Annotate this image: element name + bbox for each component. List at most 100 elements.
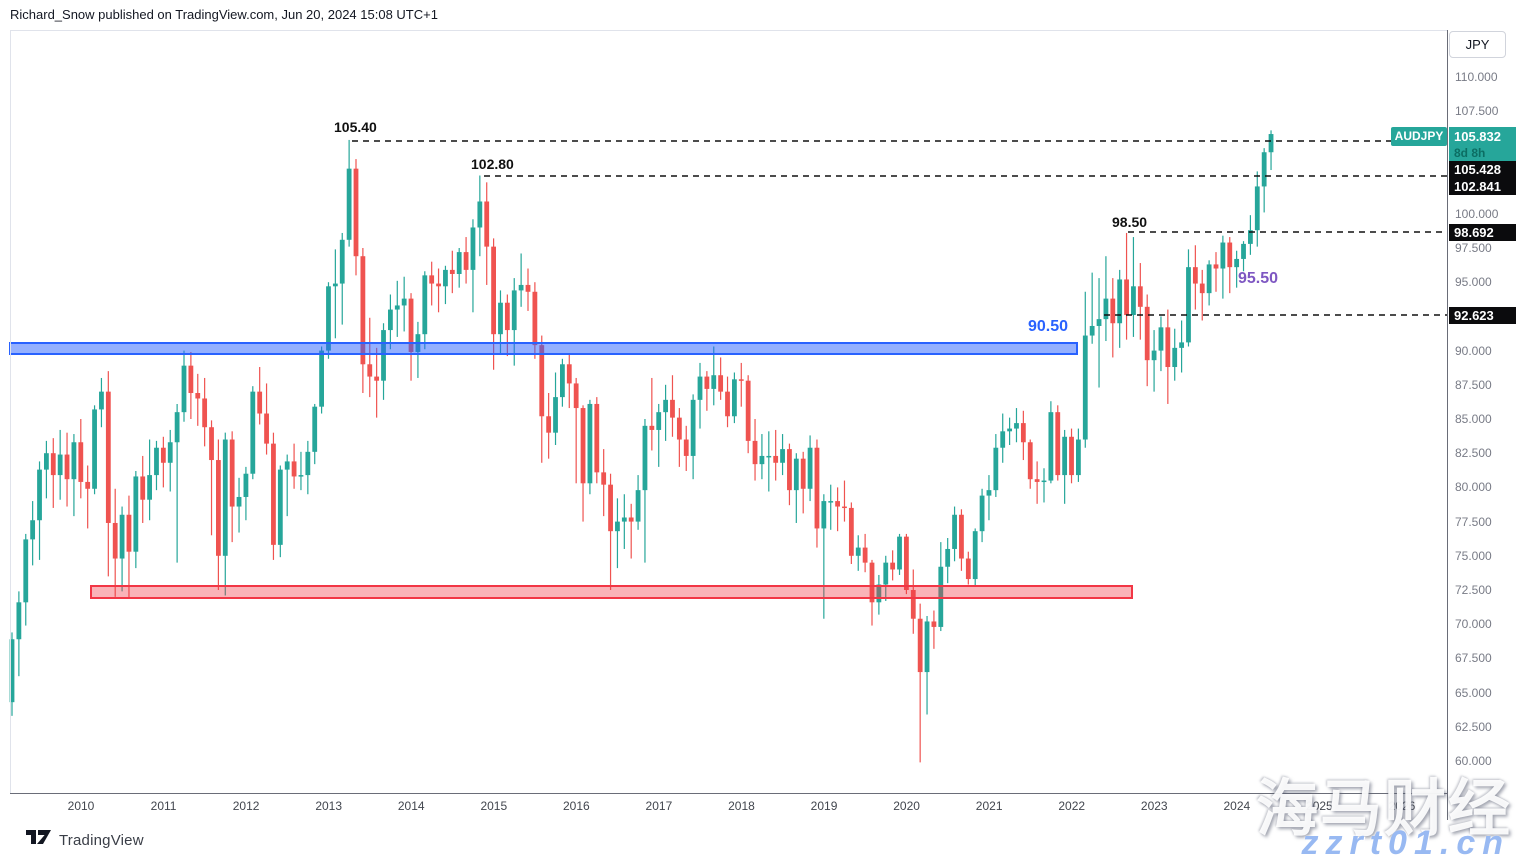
price-tick-label: 85.000 xyxy=(1455,412,1492,426)
candle-body xyxy=(236,496,242,507)
currency-button[interactable]: JPY xyxy=(1449,31,1506,58)
candle-body xyxy=(326,286,331,351)
candle-body xyxy=(1268,134,1274,153)
price-tick-label: 110.000 xyxy=(1455,70,1498,84)
candle-body xyxy=(553,397,558,433)
plot-top-border xyxy=(10,30,1447,31)
candle-body xyxy=(1048,412,1054,481)
candle-body xyxy=(1137,286,1143,307)
candle-body xyxy=(1186,267,1191,343)
candle-body xyxy=(1020,423,1026,443)
candle-body xyxy=(195,393,201,399)
candle-body xyxy=(1041,480,1047,483)
candle-body xyxy=(628,517,634,522)
year-tick-label: 2013 xyxy=(315,799,343,813)
candle-body xyxy=(828,501,834,503)
candle-body xyxy=(738,379,744,381)
candle-body xyxy=(243,473,249,497)
candle-body xyxy=(821,501,827,529)
price-annotation-label[interactable]: 98.50 xyxy=(1112,214,1148,230)
candle-body xyxy=(1103,298,1109,320)
candle-body xyxy=(752,440,758,465)
candle-body xyxy=(1206,264,1212,294)
price-tick-label: 80.000 xyxy=(1455,480,1492,495)
price-tick-label: 107.500 xyxy=(1455,104,1499,119)
candle-body xyxy=(883,562,889,585)
price-tick-label: 87.500 xyxy=(1455,377,1492,392)
candle-body xyxy=(1014,423,1019,429)
price-tick-label: 100.000 xyxy=(1455,206,1499,221)
candle-body xyxy=(360,256,366,365)
candle-body xyxy=(504,302,510,331)
symbol-price-tag: AUDJPY xyxy=(1391,127,1447,146)
candle-body xyxy=(1227,242,1233,268)
candle-body xyxy=(1261,152,1267,187)
candle-body xyxy=(732,379,737,417)
candle-body xyxy=(587,403,593,484)
candle-body xyxy=(546,416,552,433)
candle-body xyxy=(642,425,648,491)
candle-body xyxy=(429,275,435,284)
candle-body xyxy=(264,413,269,444)
watermark-url: zzrt01.cn xyxy=(1301,824,1510,862)
candle-body xyxy=(560,364,565,398)
year-tick-label: 2014 xyxy=(397,799,425,813)
candle-body xyxy=(904,536,909,590)
candle-body xyxy=(649,425,655,430)
price-annotation-label[interactable]: 95.50 xyxy=(1238,270,1279,287)
candle-body xyxy=(814,447,820,529)
candle-body xyxy=(277,469,283,545)
plot-left-border xyxy=(10,30,11,793)
candle-body xyxy=(869,562,875,603)
candle-body xyxy=(621,517,627,522)
candle-body xyxy=(759,455,765,465)
year-tick-label: 2015 xyxy=(480,799,508,813)
candle-body xyxy=(1131,286,1136,316)
candle-body xyxy=(167,442,173,463)
tradingview-logo[interactable]: TradingView xyxy=(26,829,144,851)
price-tick-label: 75.000 xyxy=(1455,548,1492,563)
candle-body xyxy=(332,283,338,287)
bar-countdown-tag: 8d 8h xyxy=(1449,146,1516,161)
year-tick-label: 2018 xyxy=(728,799,755,813)
candle-body xyxy=(367,364,373,377)
candle-body xyxy=(1254,186,1260,231)
candle-body xyxy=(216,460,221,556)
candle-body xyxy=(9,639,15,703)
price-tick-label: 70.000 xyxy=(1455,617,1492,632)
candle-body xyxy=(1096,319,1102,326)
candle-body xyxy=(835,501,840,507)
time-axis-line xyxy=(10,793,1447,794)
candle-body xyxy=(449,269,455,274)
candle-body xyxy=(312,406,318,452)
candle-body xyxy=(78,442,84,482)
candle-body xyxy=(683,439,689,456)
candle-body xyxy=(394,305,400,310)
candle-body xyxy=(1076,439,1081,476)
price-annotation-label[interactable]: 105.40 xyxy=(334,119,377,135)
candle-body xyxy=(16,602,22,640)
candle-body xyxy=(897,536,902,570)
candle-body xyxy=(133,476,139,552)
candle-body xyxy=(174,412,180,443)
price-annotation-label[interactable]: 102.80 xyxy=(471,156,514,172)
price-annotation-label[interactable]: 90.50 xyxy=(1028,318,1069,335)
level-price-tag: 105.428 xyxy=(1449,161,1516,178)
candle-body xyxy=(1172,347,1178,368)
candle-body xyxy=(711,375,717,389)
candle-body xyxy=(1027,442,1033,480)
candle-body xyxy=(1220,242,1226,269)
candle-body xyxy=(37,469,42,521)
tradingview-logo-icon xyxy=(26,829,52,851)
level-price-tag: 92.623 xyxy=(1449,307,1516,324)
candle-body xyxy=(30,520,36,540)
candle-body xyxy=(209,427,214,461)
candle-body xyxy=(92,409,97,489)
candle-body xyxy=(594,403,600,473)
candle-body xyxy=(1089,325,1095,336)
candle-body xyxy=(663,399,668,413)
candle-body xyxy=(112,522,118,559)
candle-body xyxy=(697,376,703,400)
year-tick-label: 2010 xyxy=(67,799,95,813)
